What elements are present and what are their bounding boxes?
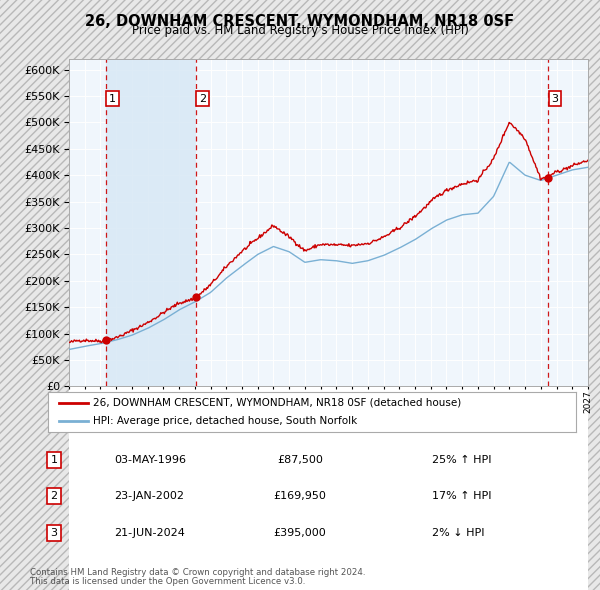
- Text: £87,500: £87,500: [277, 455, 323, 465]
- Text: 1: 1: [50, 455, 58, 465]
- Text: Price paid vs. HM Land Registry's House Price Index (HPI): Price paid vs. HM Land Registry's House …: [131, 24, 469, 37]
- Text: Contains HM Land Registry data © Crown copyright and database right 2024.: Contains HM Land Registry data © Crown c…: [30, 568, 365, 577]
- Text: £395,000: £395,000: [274, 528, 326, 538]
- Text: 2: 2: [50, 491, 58, 502]
- Text: HPI: Average price, detached house, South Norfolk: HPI: Average price, detached house, Sout…: [93, 416, 357, 426]
- Text: 23-JAN-2002: 23-JAN-2002: [114, 491, 184, 502]
- Text: 17% ↑ HPI: 17% ↑ HPI: [432, 491, 491, 502]
- Text: 3: 3: [50, 528, 58, 538]
- Text: 21-JUN-2024: 21-JUN-2024: [114, 528, 185, 538]
- Text: 2: 2: [199, 94, 206, 104]
- Text: 1: 1: [109, 94, 116, 104]
- Text: £169,950: £169,950: [274, 491, 326, 502]
- Text: 26, DOWNHAM CRESCENT, WYMONDHAM, NR18 0SF: 26, DOWNHAM CRESCENT, WYMONDHAM, NR18 0S…: [85, 14, 515, 30]
- Bar: [106, 59, 196, 386]
- Text: 2% ↓ HPI: 2% ↓ HPI: [432, 528, 485, 538]
- Text: 03-MAY-1996: 03-MAY-1996: [114, 455, 186, 465]
- Text: 3: 3: [551, 94, 559, 104]
- Text: 26, DOWNHAM CRESCENT, WYMONDHAM, NR18 0SF (detached house): 26, DOWNHAM CRESCENT, WYMONDHAM, NR18 0S…: [93, 398, 461, 408]
- Text: This data is licensed under the Open Government Licence v3.0.: This data is licensed under the Open Gov…: [30, 577, 305, 586]
- Text: 25% ↑ HPI: 25% ↑ HPI: [432, 455, 491, 465]
